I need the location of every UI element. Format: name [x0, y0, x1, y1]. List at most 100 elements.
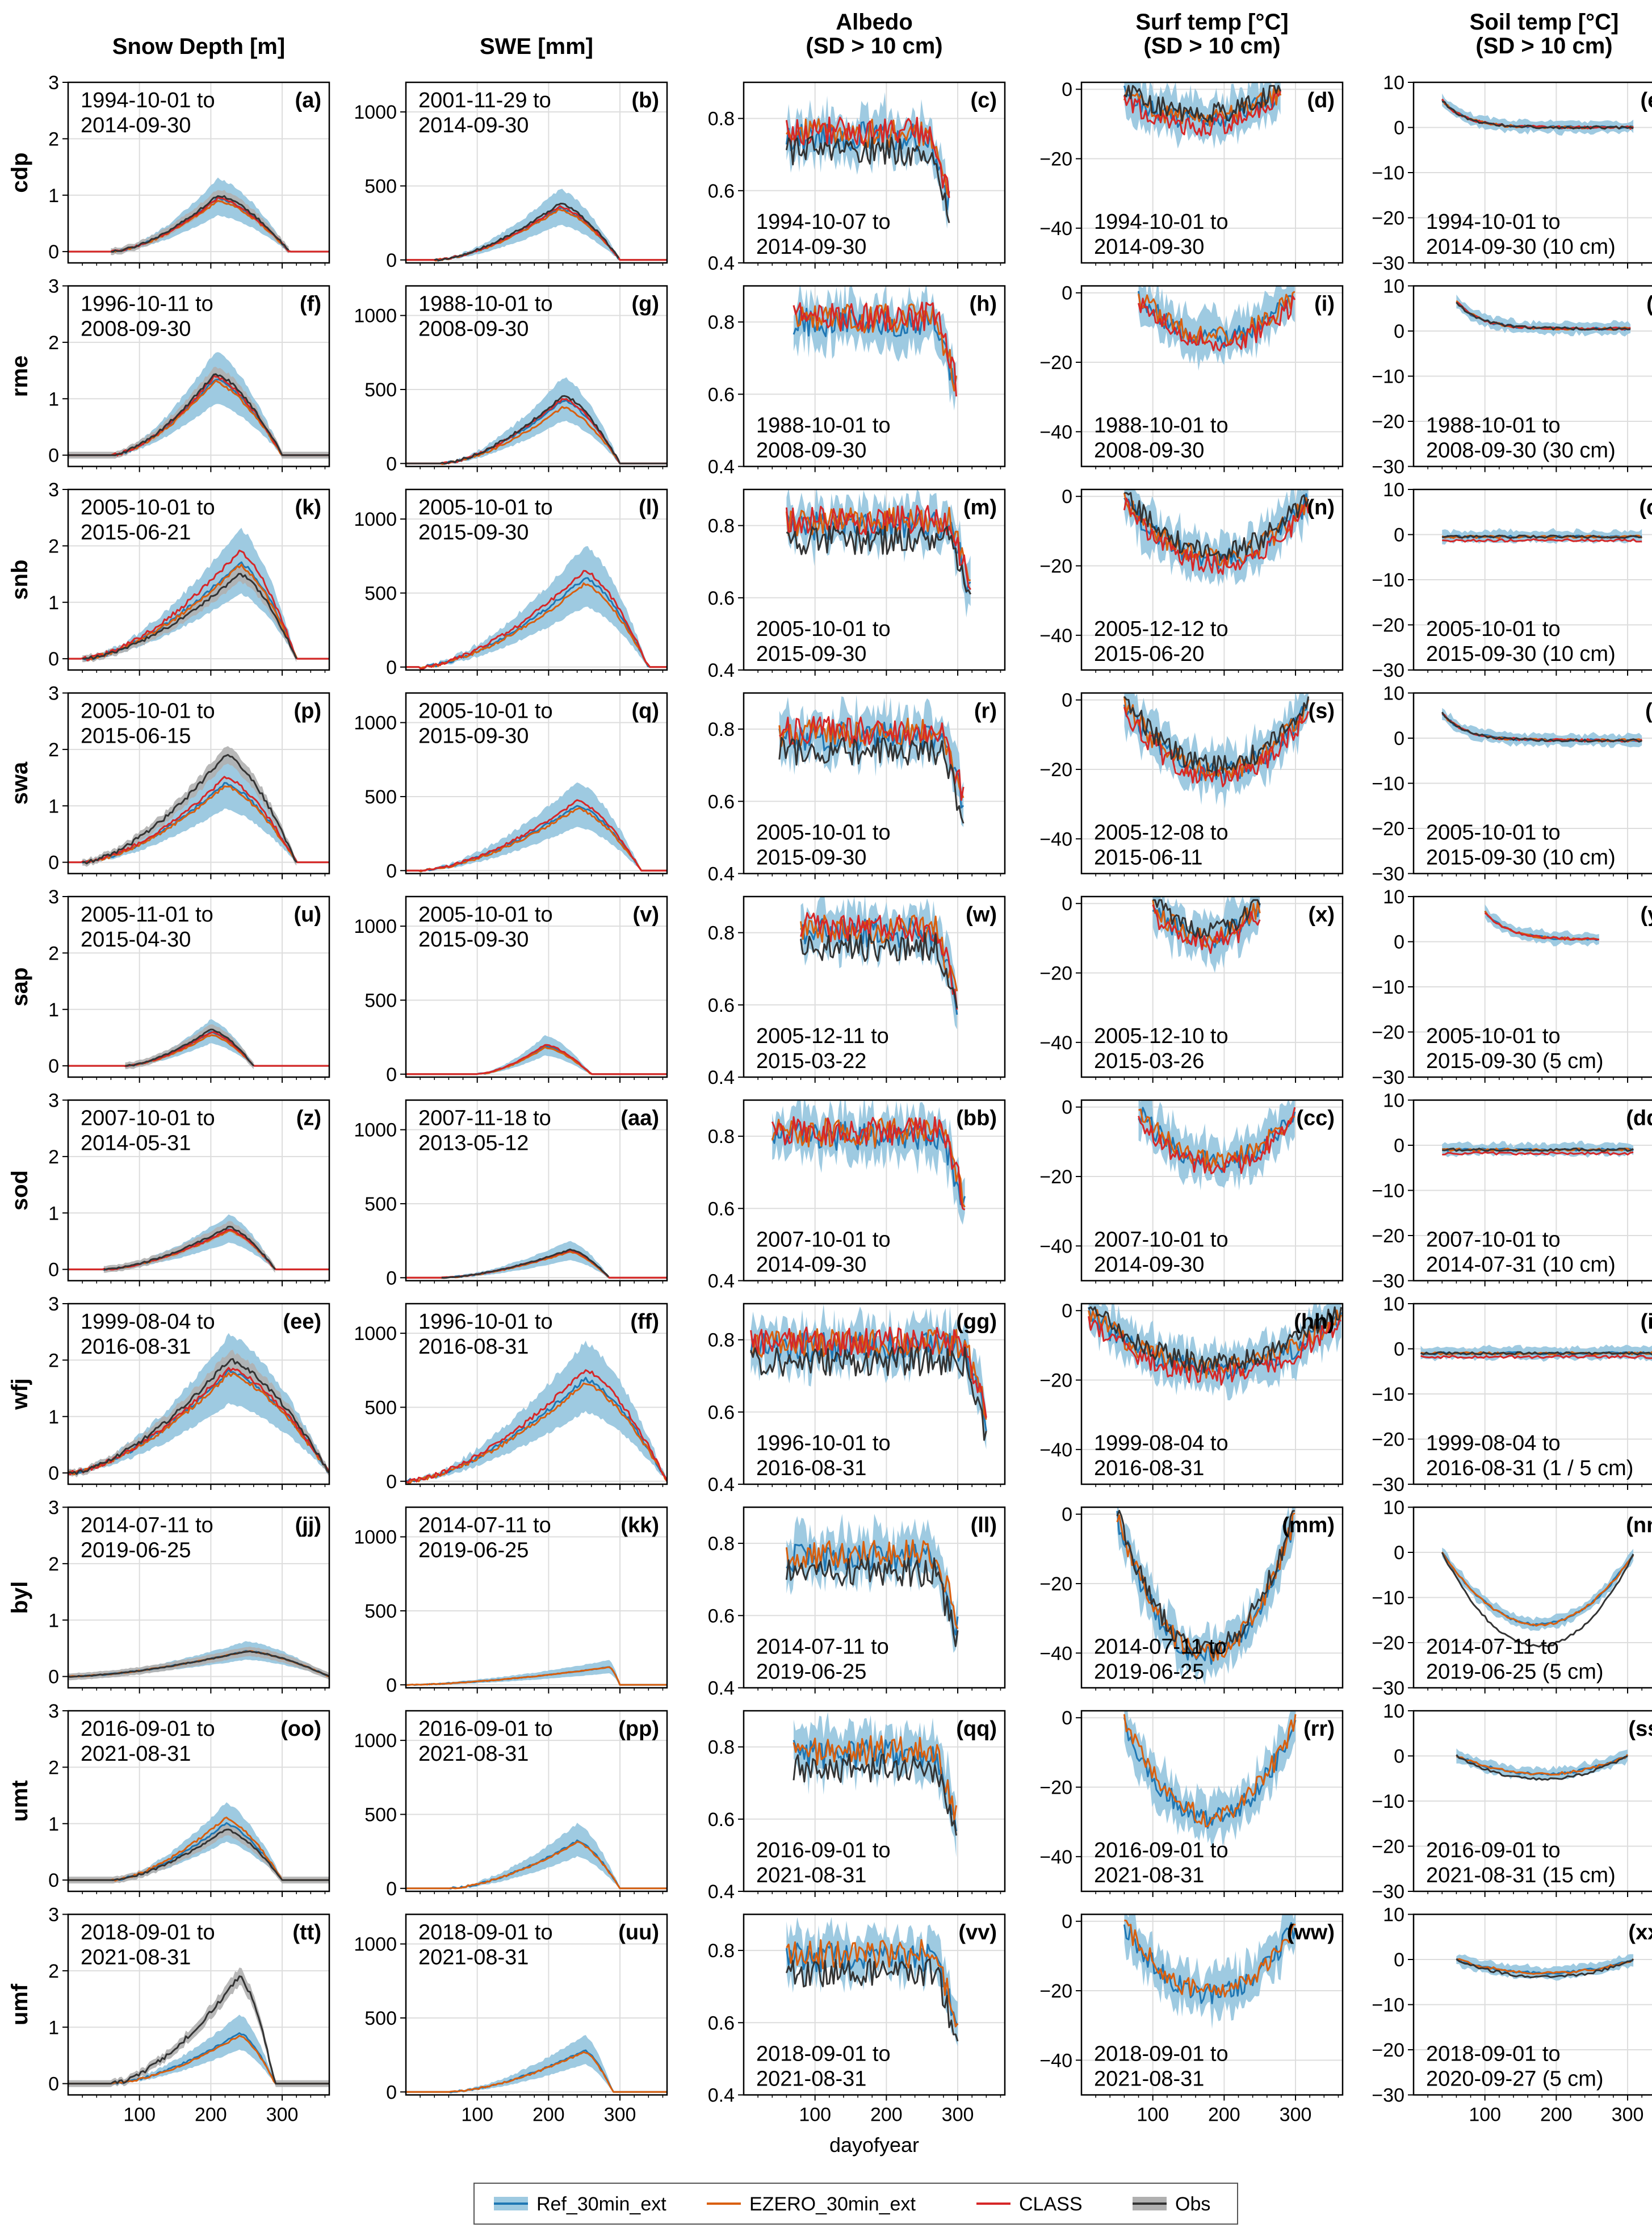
- ref-band: [1442, 1547, 1634, 1631]
- panel-tag: (b): [631, 89, 659, 112]
- ref-band: [406, 1035, 667, 1075]
- panel-tag: (bb): [956, 1107, 997, 1130]
- period-text: 1994-10-01 to: [1426, 210, 1561, 234]
- plot-area: [1123, 693, 1310, 809]
- plot-area: [793, 1712, 957, 1857]
- ref-band: [68, 2015, 329, 2084]
- ytick-label: −20: [1372, 1429, 1404, 1451]
- axes-frame: [743, 488, 1006, 671]
- ytick-label: 0.6: [708, 588, 735, 609]
- axes-frame: [1080, 285, 1344, 467]
- ref-band: [68, 352, 329, 456]
- panel-tag: (oo): [280, 1717, 321, 1741]
- panel-tag: (g): [631, 292, 659, 316]
- ref-band: [772, 1100, 965, 1225]
- period-text: 2018-09-01 to: [756, 2042, 891, 2066]
- ref-band: [1088, 1304, 1341, 1401]
- panel-tag: (r): [974, 700, 997, 723]
- plot-area: [1420, 1344, 1652, 1362]
- column-title-3: Albedo: [836, 10, 913, 35]
- ytick-label: 2: [48, 535, 59, 557]
- ytick-label: 0: [1394, 525, 1404, 546]
- period-text: 2015-09-30: [418, 725, 529, 748]
- xtick-label: 300: [266, 2104, 299, 2126]
- ytick-label: 3: [48, 683, 59, 705]
- plot-area: [1442, 1140, 1634, 1158]
- ytick-label: −30: [1372, 1881, 1404, 1903]
- ref-band: [406, 2034, 667, 2093]
- axes-frame: [743, 285, 1006, 467]
- plot-area: [785, 489, 972, 618]
- plot-area: [1088, 1304, 1342, 1401]
- ytick-label: −10: [1372, 366, 1404, 388]
- ytick-label: 500: [364, 1601, 397, 1622]
- ref-band: [1124, 693, 1309, 809]
- series-ref: [406, 577, 667, 670]
- series-class: [779, 716, 965, 801]
- ytick-label: −10: [1372, 1588, 1404, 1609]
- series-obs: [68, 1975, 329, 2085]
- ytick-label: 0: [1062, 79, 1072, 101]
- column-title-2: SWE [mm]: [480, 34, 593, 59]
- period-text: 2014-05-31: [81, 1132, 191, 1155]
- series-obs: [1441, 711, 1642, 743]
- ytick-label: 3: [48, 276, 59, 298]
- series-obs: [1441, 1552, 1634, 1648]
- ytick-label: 0.4: [708, 457, 735, 478]
- xtick-label: 200: [533, 2104, 565, 2126]
- period-text: 2015-09-30: [418, 928, 529, 952]
- period-text: 1994-10-01 to: [1094, 210, 1228, 234]
- ytick-label: 2: [48, 1554, 59, 1575]
- axes-frame: [743, 1099, 1006, 1282]
- period-text: 2015-06-20: [1094, 642, 1204, 666]
- axes-frame: [405, 488, 668, 671]
- period-text: 1994-10-07 to: [756, 210, 891, 234]
- panel-tag: (a): [295, 89, 321, 112]
- plot-area: [800, 897, 958, 1029]
- period-text: 2021-08-31: [81, 1946, 191, 1970]
- period-text: 2015-03-22: [756, 1049, 866, 1073]
- series-class: [406, 570, 667, 670]
- plot-area: [406, 782, 667, 873]
- ytick-label: −20: [1372, 615, 1404, 637]
- period-text: 2021-08-31: [756, 1864, 866, 1887]
- ytick-label: 10: [1383, 276, 1404, 298]
- ytick-label: 0.8: [708, 1737, 735, 1758]
- period-text: 2019-06-25: [1094, 1660, 1204, 1684]
- period-text: 2019-06-25: [756, 1660, 866, 1684]
- series-class: [1138, 295, 1296, 352]
- series-ezero: [1124, 1919, 1296, 1998]
- period-text: 2021-08-31: [1094, 1864, 1204, 1887]
- plot-area: [1441, 1547, 1634, 1648]
- period-text: 2008-09-30: [81, 317, 191, 341]
- ytick-label: 3: [48, 1293, 59, 1315]
- column-title-5: (SD > 10 cm): [1475, 34, 1612, 58]
- series-class: [1123, 497, 1310, 575]
- period-text: 2016-09-01 to: [81, 1717, 215, 1741]
- series-obs: [1088, 1306, 1342, 1374]
- ytick-label: 2: [48, 1146, 59, 1168]
- plot-area: [68, 527, 329, 663]
- ytick-label: 1000: [354, 713, 397, 734]
- series-obs: [1441, 101, 1634, 130]
- panel-tag: (uu): [618, 1921, 659, 1945]
- series-ezero: [1138, 1108, 1295, 1171]
- ytick-label: 3: [48, 886, 59, 908]
- ref-band: [406, 1660, 667, 1686]
- ytick-label: −20: [1039, 1573, 1072, 1595]
- series-ezero: [1116, 1512, 1295, 1662]
- ytick-label: 500: [364, 583, 397, 604]
- period-text: 2018-09-01 to: [418, 1921, 553, 1945]
- ytick-label: 0: [48, 445, 59, 467]
- ytick-label: 500: [364, 786, 397, 808]
- period-text: 2021-08-31 (15 cm): [1426, 1864, 1616, 1887]
- panel-tag: (xx): [1628, 1921, 1652, 1945]
